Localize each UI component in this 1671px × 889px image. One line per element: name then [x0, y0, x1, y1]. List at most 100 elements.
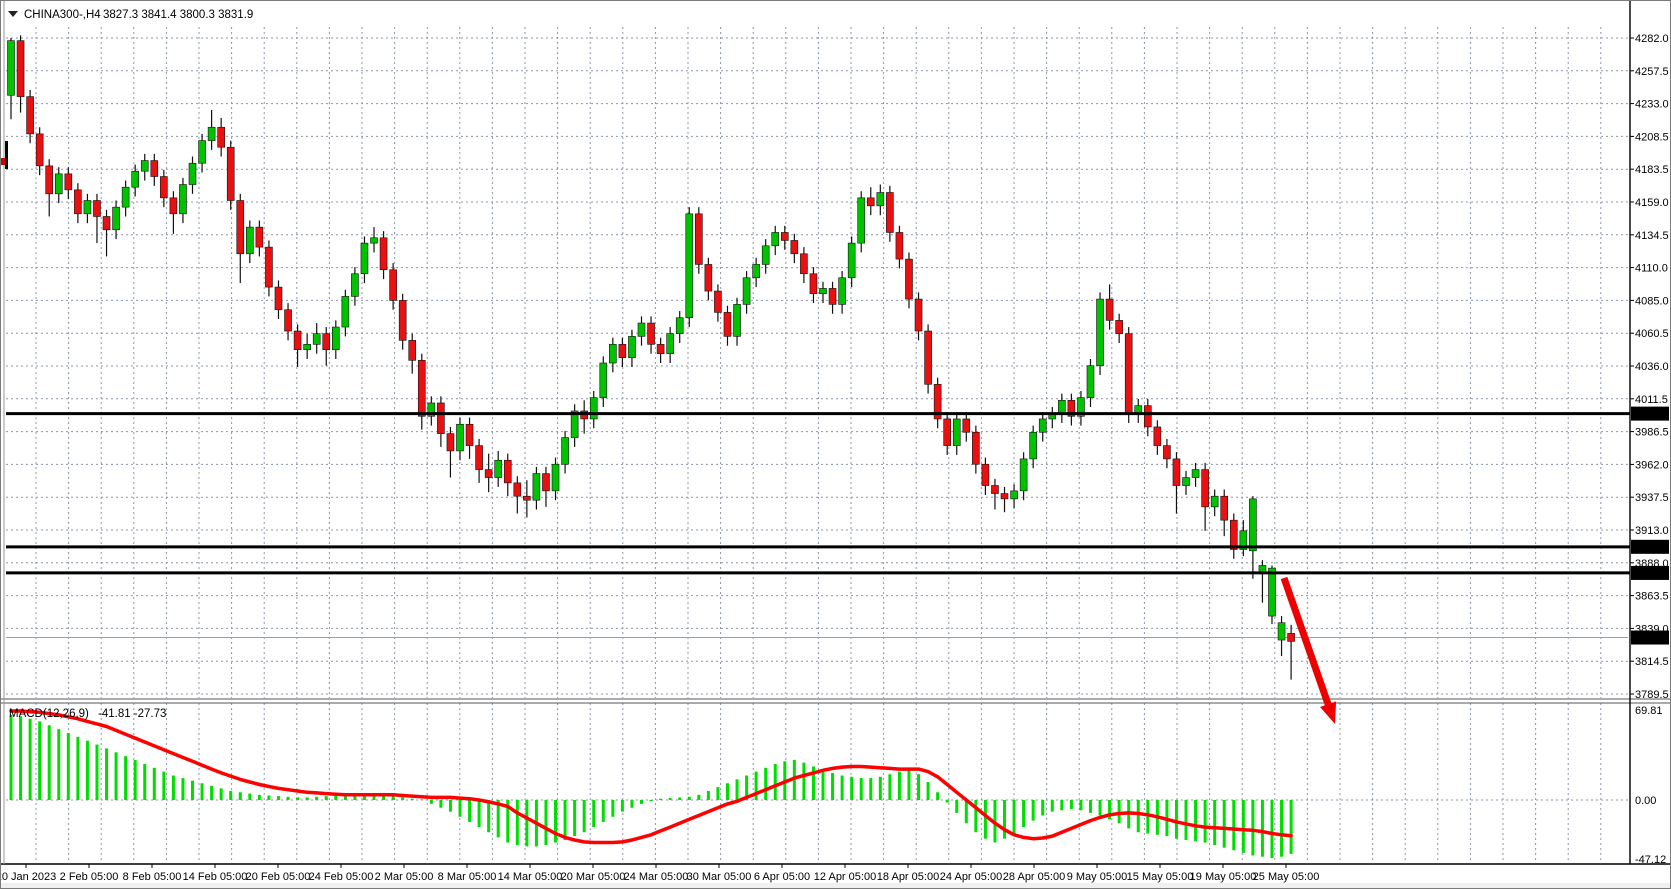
candle — [188, 156, 197, 194]
candle — [35, 127, 44, 176]
candle — [809, 267, 818, 304]
candle-body — [561, 437, 569, 465]
candle — [542, 466, 550, 507]
candle-body — [1124, 333, 1133, 414]
date-label: 6 Apr 05:00 — [754, 871, 810, 883]
candle — [1096, 292, 1104, 375]
candle-body — [675, 317, 684, 334]
price-badge-label: 3900.0 — [1635, 542, 1667, 554]
candle — [609, 337, 617, 373]
candle-body — [45, 165, 54, 195]
candle-body — [246, 226, 254, 255]
candle — [800, 247, 808, 284]
candle-body — [943, 418, 951, 446]
candle-body — [140, 160, 149, 172]
candle — [962, 412, 971, 442]
candle — [494, 450, 503, 487]
candle-body — [1249, 498, 1257, 552]
candle-body — [895, 232, 904, 260]
price-axis-label: 4085.0 — [1635, 295, 1669, 307]
candle-body — [207, 126, 216, 141]
macd-axis-label: 0.00 — [1635, 795, 1656, 807]
candle — [847, 236, 856, 288]
candle — [274, 280, 283, 320]
candle-body — [217, 126, 225, 148]
price-axis-label: 4011.5 — [1635, 394, 1668, 406]
candle-body — [1058, 399, 1066, 414]
candle — [628, 329, 636, 367]
candle-body — [1038, 418, 1047, 433]
candle — [379, 231, 388, 280]
price-axis-label: 3986.5 — [1635, 427, 1669, 439]
candle-body — [532, 473, 541, 501]
candle — [246, 220, 254, 264]
candle-body — [475, 445, 483, 470]
candle — [217, 117, 225, 157]
candle-body — [742, 277, 751, 305]
candle-body — [26, 96, 34, 135]
left-edge-marker — [5, 141, 8, 169]
candle-body — [226, 146, 235, 201]
trend-arrow[interactable] — [1280, 576, 1337, 724]
candle — [1086, 359, 1095, 407]
candle — [1067, 393, 1076, 426]
candle-body — [991, 485, 999, 494]
candle — [198, 133, 206, 173]
candle — [838, 271, 846, 314]
candle — [1019, 452, 1028, 501]
candle-body — [1172, 458, 1181, 486]
candle — [991, 478, 999, 510]
symbol-dropdown-icon[interactable] — [8, 11, 18, 17]
price-badge-label: 3831.9 — [1635, 633, 1667, 645]
date-label: 20 Jan 2023 — [1, 871, 56, 883]
candle-body — [1287, 633, 1295, 642]
candle-body — [551, 463, 560, 492]
candle-body — [16, 40, 25, 97]
candle-body — [828, 288, 837, 305]
chart-title-symbol: CHINA300-,H4 — [24, 9, 101, 21]
candle — [905, 252, 913, 309]
candle — [64, 167, 73, 200]
candle-body — [628, 336, 636, 358]
price-axis-label: 3863.5 — [1635, 591, 1669, 603]
candle — [1124, 327, 1133, 423]
candle-body — [752, 264, 760, 279]
date-label: 8 Mar 05:00 — [438, 871, 497, 883]
candle — [398, 293, 407, 350]
candle — [303, 333, 311, 360]
candle-body — [972, 431, 980, 465]
candle — [1029, 425, 1037, 469]
candle — [1153, 420, 1162, 455]
candle-body — [274, 286, 283, 311]
candle — [1239, 520, 1248, 557]
date-label: 2 Mar 05:00 — [375, 871, 434, 883]
candle-body — [1144, 405, 1152, 428]
candle-body — [54, 173, 63, 195]
price-axis-label: 3789.5 — [1635, 689, 1669, 701]
bottom-strip — [1, 883, 1670, 888]
candle — [981, 457, 990, 495]
candle — [1201, 462, 1209, 531]
macd-plot-area[interactable] — [6, 703, 1628, 863]
chart-title-ohlc: 3827.3 3841.4 3800.3 3831.9 — [103, 9, 253, 21]
candle-body — [914, 298, 923, 332]
candle-body — [332, 326, 340, 350]
trend-arrow-shaft[interactable] — [1280, 576, 1333, 710]
chart-plot-area[interactable] — [6, 2, 1628, 698]
candle — [570, 404, 579, 447]
candle-body — [150, 160, 159, 177]
candle-body — [303, 344, 311, 350]
candle-body — [714, 290, 722, 313]
scroll-position-marker — [1, 158, 5, 165]
candle-body — [131, 170, 139, 188]
candle-body — [351, 273, 359, 297]
candle — [523, 480, 531, 518]
trend-arrow-head[interactable] — [1320, 701, 1337, 724]
candle — [475, 438, 483, 483]
date-label: 30 Mar 05:00 — [687, 871, 752, 883]
candle-body — [819, 288, 827, 295]
candle — [513, 476, 522, 514]
candle — [589, 390, 598, 429]
candle — [1210, 489, 1219, 517]
candle-body — [102, 216, 111, 231]
